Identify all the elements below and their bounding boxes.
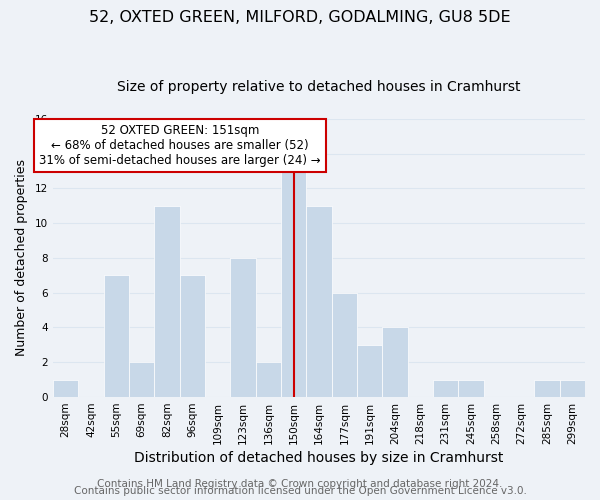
Bar: [560, 380, 585, 397]
Bar: [180, 276, 205, 397]
Bar: [332, 292, 357, 397]
Bar: [104, 276, 129, 397]
Bar: [458, 380, 484, 397]
Bar: [256, 362, 281, 397]
Title: Size of property relative to detached houses in Cramhurst: Size of property relative to detached ho…: [117, 80, 521, 94]
Bar: [307, 206, 332, 397]
Bar: [281, 171, 307, 397]
X-axis label: Distribution of detached houses by size in Cramhurst: Distribution of detached houses by size …: [134, 451, 504, 465]
Bar: [535, 380, 560, 397]
Bar: [154, 206, 180, 397]
Bar: [129, 362, 154, 397]
Text: Contains public sector information licensed under the Open Government Licence v3: Contains public sector information licen…: [74, 486, 526, 496]
Bar: [357, 345, 382, 397]
Y-axis label: Number of detached properties: Number of detached properties: [15, 160, 28, 356]
Text: Contains HM Land Registry data © Crown copyright and database right 2024.: Contains HM Land Registry data © Crown c…: [97, 479, 503, 489]
Bar: [433, 380, 458, 397]
Bar: [53, 380, 79, 397]
Text: 52, OXTED GREEN, MILFORD, GODALMING, GU8 5DE: 52, OXTED GREEN, MILFORD, GODALMING, GU8…: [89, 10, 511, 25]
Bar: [382, 328, 407, 397]
Text: 52 OXTED GREEN: 151sqm
← 68% of detached houses are smaller (52)
31% of semi-det: 52 OXTED GREEN: 151sqm ← 68% of detached…: [39, 124, 320, 167]
Bar: [230, 258, 256, 397]
